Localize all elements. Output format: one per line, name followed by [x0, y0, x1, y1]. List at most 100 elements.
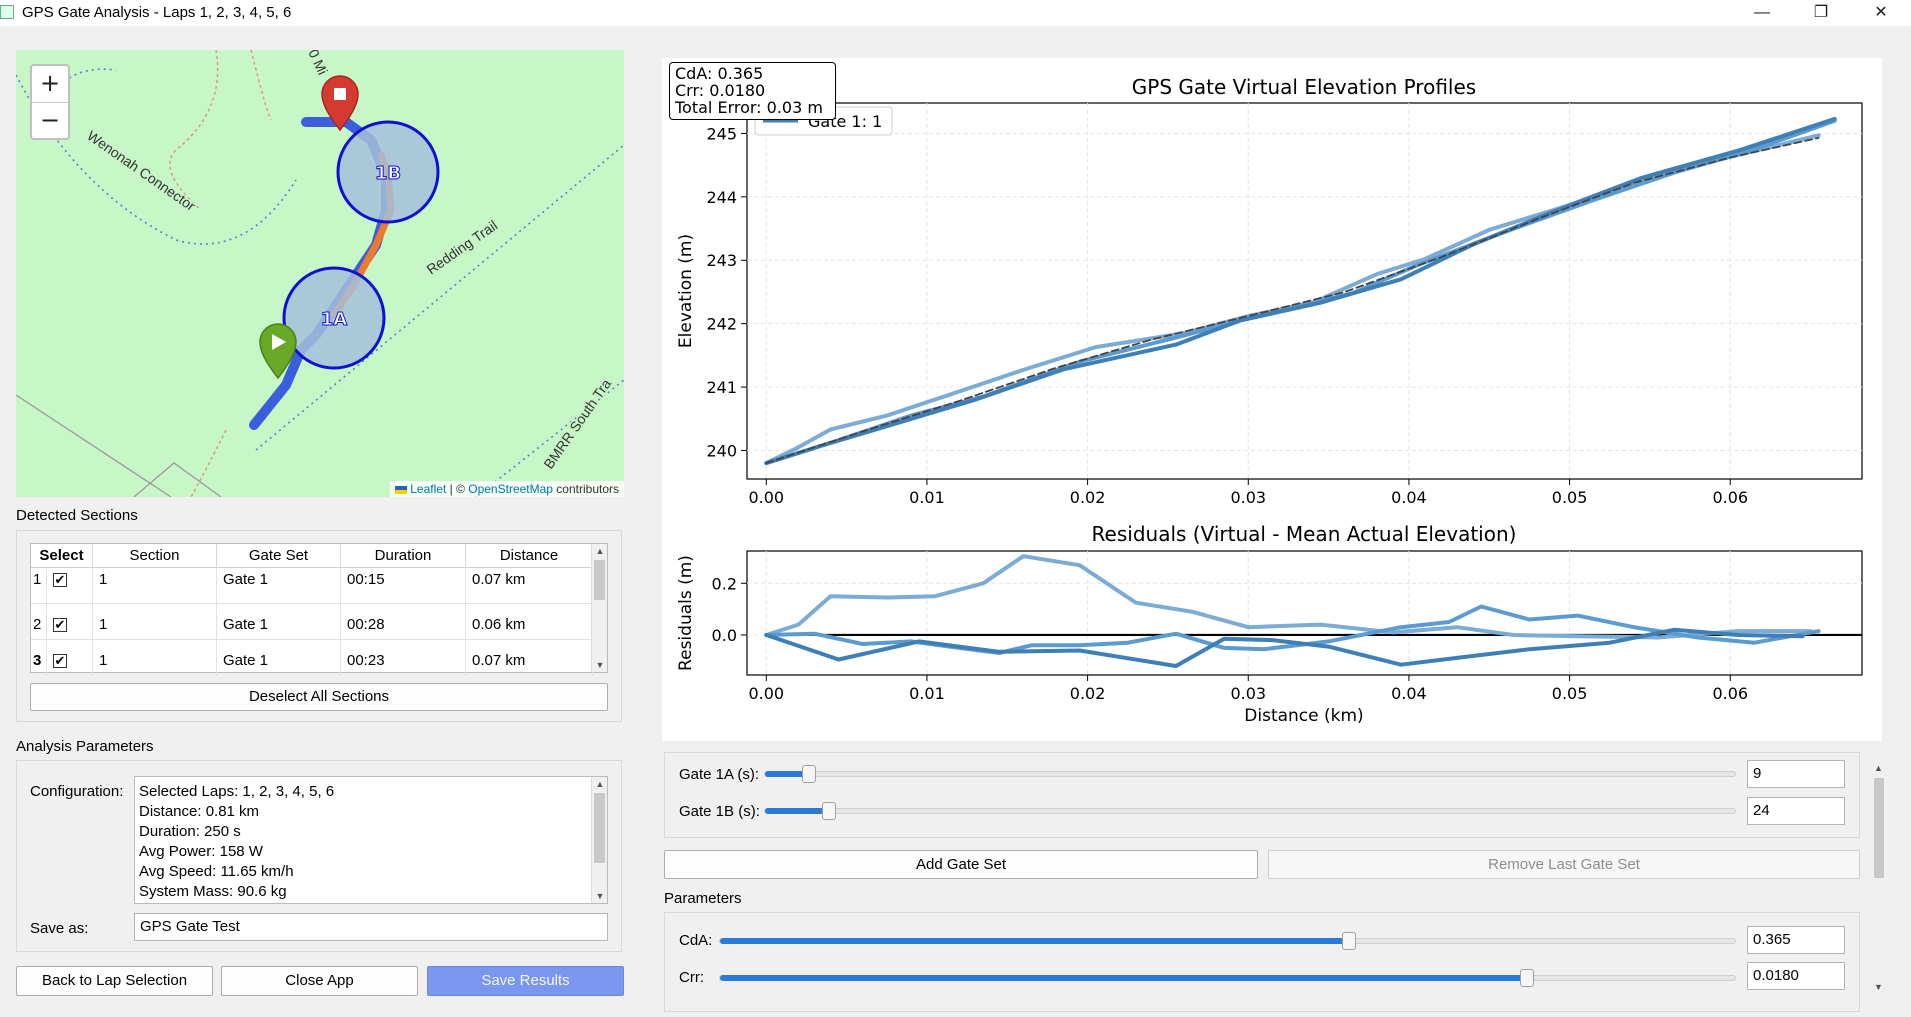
- column-section[interactable]: Section: [93, 544, 217, 568]
- checkbox-mark[interactable]: ✔: [53, 617, 67, 632]
- elevation-series-line-3: [764, 116, 1837, 466]
- scroll-down-icon[interactable]: ▼: [595, 891, 605, 901]
- column-duration[interactable]: Duration: [341, 544, 466, 568]
- gate-1b-input[interactable]: 24: [1747, 797, 1845, 825]
- parameters-group: [664, 912, 1860, 1012]
- scroll-thumb[interactable]: [1874, 778, 1884, 878]
- sections-table: Select Section Gate Set Duration Distanc…: [30, 543, 608, 676]
- config-scrollbar[interactable]: ▲ ▼: [591, 777, 607, 903]
- row-checkbox[interactable]: ✔: [47, 568, 93, 603]
- row-gate-set: Gate 1: [217, 604, 341, 639]
- column-select[interactable]: Select: [31, 544, 93, 568]
- row-checkbox[interactable]: ✔: [47, 604, 93, 639]
- table-header: Select Section Gate Set Duration Distanc…: [31, 544, 593, 568]
- close-app-button[interactable]: Close App: [221, 966, 418, 996]
- scroll-down-icon[interactable]: ▼: [1874, 982, 1883, 992]
- column-gate-set[interactable]: Gate Set: [217, 544, 341, 568]
- config-line: Avg Power: 158 W: [139, 843, 263, 860]
- elevation-y-tick-label: 243: [706, 251, 737, 270]
- residuals-x-tick-label: 0.02: [1070, 684, 1106, 703]
- row-number: 1: [31, 568, 47, 603]
- checkbox-mark[interactable]: ✔: [53, 653, 67, 668]
- plot-panel: 0.00 0.01 0.02 0.03 0.04 0.05 0.06 240 241 242 243…: [662, 58, 1882, 741]
- gate-1b-label: Gate 1B (s):: [679, 803, 760, 820]
- elevation-y-label: Elevation (m): [676, 234, 696, 348]
- residuals-y-tick-label: 0.0: [712, 626, 737, 645]
- deselect-all-button[interactable]: Deselect All Sections: [30, 683, 608, 711]
- maximize-button[interactable]: ❐: [1813, 4, 1829, 21]
- residuals-x-tick-label: 0.01: [909, 684, 945, 703]
- row-distance: 0.07 km: [466, 640, 593, 676]
- crr-label: Crr:: [679, 969, 704, 986]
- map-attribution: Leaflet | © OpenStreetMap contributors: [389, 481, 624, 497]
- elevation-y-tick-label: 242: [706, 315, 737, 334]
- trail-red-1: [169, 50, 219, 211]
- info-cda: CdA: 0.365: [675, 64, 764, 83]
- slider-handle[interactable]: [1519, 969, 1534, 987]
- title-bar: GPS Gate Analysis - Laps 1, 2, 3, 4, 5, …: [0, 0, 1911, 26]
- gate-1b-circle[interactable]: [336, 120, 440, 224]
- analysis-heading: Analysis Parameters: [16, 738, 154, 755]
- crr-slider[interactable]: [719, 969, 1736, 987]
- slider-handle[interactable]: [822, 802, 837, 820]
- scroll-up-icon[interactable]: ▲: [595, 779, 605, 789]
- remove-gate-set-button[interactable]: Remove Last Gate Set: [1268, 850, 1860, 879]
- residuals-y-tick-label: 0.2: [712, 574, 737, 593]
- crr-input[interactable]: 0.0180: [1747, 962, 1845, 990]
- column-distance[interactable]: Distance: [466, 544, 593, 568]
- gate-1b-slider[interactable]: [764, 802, 1736, 820]
- table-row[interactable]: 1 ✔ 1 Gate 1 00:15 0.07 km: [31, 568, 593, 604]
- cda-input[interactable]: 0.365: [1747, 926, 1845, 954]
- row-checkbox[interactable]: ✔: [47, 640, 93, 676]
- residuals-x-tick-label: 0.06: [1712, 684, 1748, 703]
- config-line: Selected Laps: 1, 2, 3, 4, 5, 6: [139, 783, 335, 800]
- gate-1a-slider[interactable]: [764, 765, 1736, 783]
- route-map[interactable]: 1A 1B Wenonah Connector Redding Trail BM…: [16, 50, 624, 497]
- scroll-thumb[interactable]: [594, 560, 605, 600]
- map-canvas: 1A 1B Wenonah Connector Redding Trail BM…: [16, 50, 624, 497]
- residuals-x-tick-label: 0.03: [1230, 684, 1266, 703]
- scroll-up-icon[interactable]: ▲: [1874, 763, 1883, 773]
- scroll-down-icon[interactable]: ▼: [595, 660, 605, 670]
- gate-1a-label: 1A: [321, 309, 348, 330]
- table-scrollbar[interactable]: ▲ ▼: [591, 544, 607, 672]
- powerline-1: [16, 394, 172, 497]
- osm-link[interactable]: OpenStreetMap: [468, 482, 553, 496]
- cda-slider[interactable]: [719, 932, 1736, 950]
- scroll-up-icon[interactable]: ▲: [595, 546, 605, 556]
- attribution-separator: | ©: [446, 482, 469, 496]
- zoom-in-button[interactable]: +: [39, 69, 61, 97]
- add-gate-set-button[interactable]: Add Gate Set: [664, 850, 1258, 879]
- leaflet-link[interactable]: Leaflet: [410, 482, 447, 496]
- trail-red-2: [250, 50, 272, 121]
- close-window-button[interactable]: ✕: [1874, 4, 1888, 21]
- back-button[interactable]: Back to Lap Selection: [16, 966, 213, 996]
- slider-handle[interactable]: [801, 765, 816, 783]
- table-row[interactable]: 3 ✔ 1 Gate 1 00:23 0.07 km: [31, 640, 593, 676]
- elevation-x-tick-label: 0.00: [748, 488, 784, 507]
- save-as-label: Save as:: [30, 920, 89, 937]
- checkbox-mark[interactable]: ✔: [53, 572, 67, 587]
- elevation-y-tick-label: 241: [706, 378, 737, 397]
- row-number: 3: [31, 640, 47, 676]
- slider-fill: [765, 771, 809, 777]
- table-row[interactable]: 2 ✔ 1 Gate 1 00:28 0.06 km: [31, 604, 593, 640]
- row-gate-set: Gate 1: [217, 568, 341, 603]
- slider-handle[interactable]: [1342, 932, 1357, 950]
- gate-1a-circle[interactable]: [282, 266, 386, 370]
- controls-scrollbar[interactable]: ▲ ▼: [1870, 760, 1888, 995]
- elevation-y-tick-label: 244: [706, 188, 737, 207]
- trail-red-3: [190, 429, 227, 497]
- save-as-input[interactable]: GPS Gate Test: [134, 913, 608, 941]
- minimize-button[interactable]: —: [1754, 4, 1770, 21]
- row-section: 1: [93, 604, 217, 639]
- save-results-button[interactable]: Save Results: [427, 966, 624, 996]
- zoom-out-button[interactable]: −: [32, 102, 68, 138]
- end-marker-icon[interactable]: [321, 75, 359, 132]
- gate-1a-input[interactable]: 9: [1747, 760, 1845, 788]
- sections-heading: Detected Sections: [16, 507, 138, 524]
- row-duration: 00:28: [341, 604, 466, 639]
- scroll-thumb[interactable]: [594, 793, 605, 863]
- start-marker-icon[interactable]: [259, 323, 297, 380]
- map-label-trail-top: 0 Mi: [305, 50, 331, 77]
